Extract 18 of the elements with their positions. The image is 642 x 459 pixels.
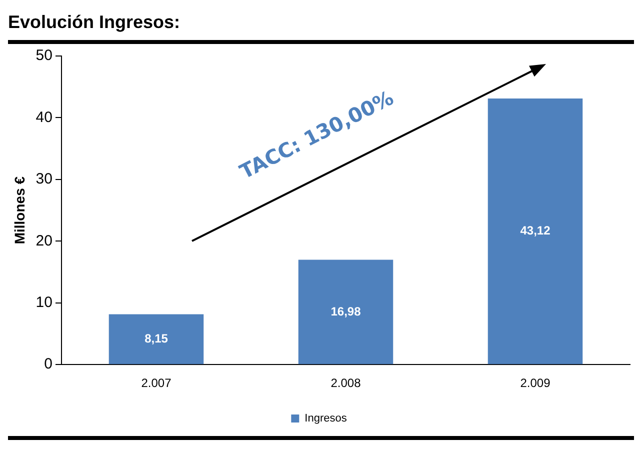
bar xyxy=(298,260,394,364)
data-label: 8,15 xyxy=(144,332,168,346)
bar xyxy=(108,314,204,364)
y-tick-label: 40 xyxy=(36,108,52,126)
y-tick-label: 10 xyxy=(36,294,52,312)
y-tick-label: 0 xyxy=(44,356,52,373)
data-label: 43,12 xyxy=(520,224,551,238)
y-tick-label: 50 xyxy=(36,47,52,64)
chart-title: Evolución Ingresos: xyxy=(8,11,182,34)
y-axis-title: Millones € xyxy=(11,176,28,244)
x-tick-label: 2.008 xyxy=(330,376,362,390)
x-tick-label: 2.009 xyxy=(520,376,551,390)
legend-label: Ingresos xyxy=(304,412,348,425)
data-label: 16,98 xyxy=(330,304,362,318)
y-tick-label: 20 xyxy=(36,232,52,250)
y-tick-label: 30 xyxy=(36,170,52,188)
x-tick-label: 2.007 xyxy=(141,376,172,390)
bar xyxy=(488,98,583,364)
